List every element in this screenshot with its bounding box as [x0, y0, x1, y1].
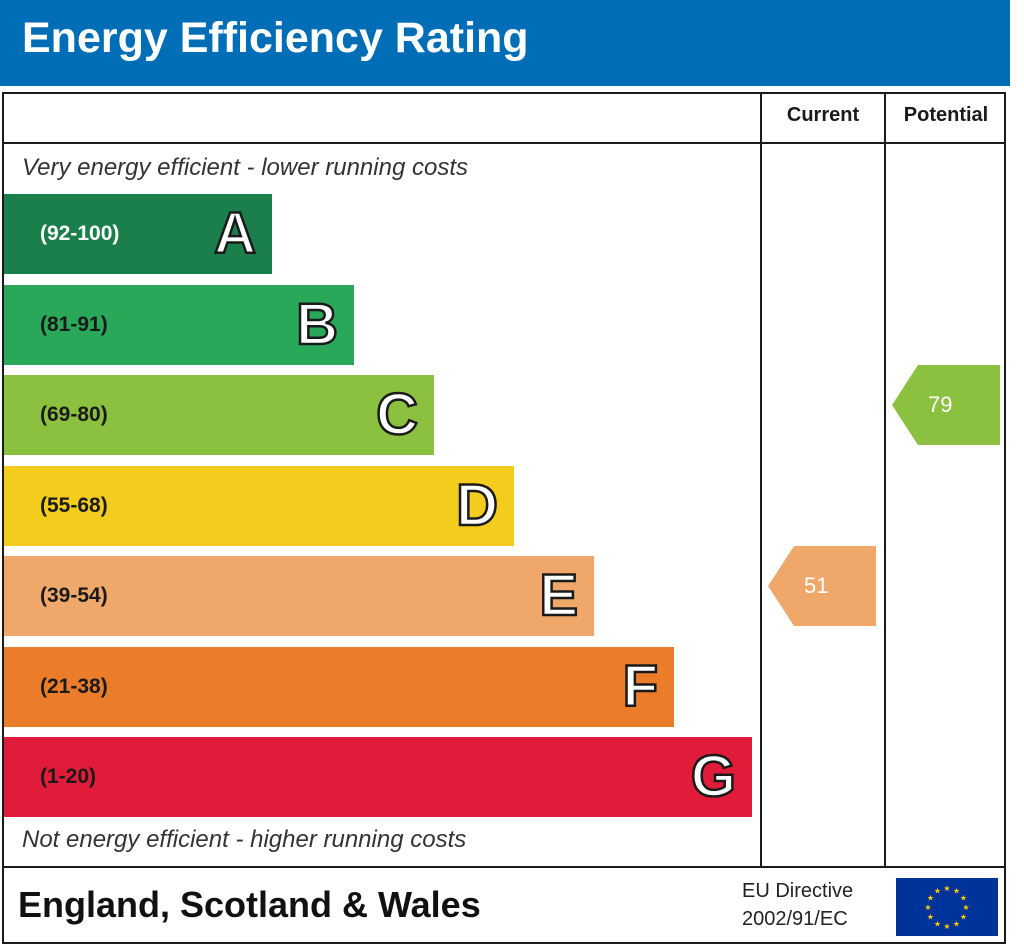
band-e: (39-54) E [4, 556, 594, 636]
eu-star-icon: ★ [960, 894, 967, 903]
header-bar: Energy Efficiency Rating [0, 0, 1010, 86]
eu-flag-icon: ★ ★ ★ ★ ★ ★ ★ ★ ★ ★ ★ ★ [896, 878, 998, 936]
band-b: (81-91) B [4, 284, 354, 365]
current-rating-arrow: 51 [768, 546, 876, 626]
page-title: Energy Efficiency Rating [22, 14, 529, 62]
band-range-label: (55-68) [40, 493, 108, 517]
eu-directive-label: EU Directive [742, 880, 854, 902]
footer-divider [2, 866, 1006, 868]
footer-country: England, Scotland & Wales [18, 884, 481, 925]
eu-star-icon: ★ [953, 887, 960, 896]
band-range-label: (69-80) [40, 403, 108, 426]
potential-rating-arrow: 79 [892, 365, 1000, 445]
band-letter-label: C [375, 381, 419, 449]
note-efficient: Very energy efficient - lower running co… [22, 154, 468, 181]
eu-star-icon: ★ [924, 903, 931, 912]
eu-star-icon: ★ [934, 920, 941, 929]
eu-star-icon: ★ [927, 913, 934, 922]
eu-star-icon: ★ [953, 920, 960, 929]
band-g: (1-20) G [4, 737, 752, 817]
band-letter-label: D [455, 471, 499, 539]
column-header-potential: Potential [903, 104, 989, 126]
eu-directive-number: 2002/91/EC [742, 908, 848, 930]
band-range-label: (21-38) [40, 674, 108, 698]
header-row-divider [2, 142, 1006, 144]
band-range-label: (39-54) [40, 584, 108, 607]
rating-frame [2, 92, 1006, 944]
band-range-label: (1-20) [40, 765, 97, 788]
divider-potential [884, 92, 886, 866]
band-range-label: (81-91) [40, 312, 108, 336]
potential-rating-arrow-shape [892, 365, 1000, 445]
note-inefficient: Not energy efficient - higher running co… [22, 826, 467, 853]
eu-star-icon: ★ [943, 884, 950, 893]
potential-rating-arrow-value: 79 [928, 392, 953, 417]
eu-star-icon: ★ [927, 894, 934, 903]
band-d: (55-68) D [4, 465, 514, 546]
column-header-current: Current [786, 104, 860, 126]
current-rating-arrow-value: 51 [804, 573, 829, 598]
band-letter-label: F [621, 652, 659, 720]
band-letter-label: G [690, 743, 738, 811]
divider-current [760, 92, 762, 866]
eu-star-icon: ★ [943, 922, 950, 931]
eu-star-icon: ★ [962, 903, 969, 912]
band-c: (69-80) C [4, 375, 434, 455]
eu-star-icon: ★ [960, 913, 967, 922]
band-letter-label: E [538, 562, 579, 630]
current-rating-arrow-shape [768, 546, 876, 626]
band-a: (92-100) A [4, 194, 272, 274]
band-f: (21-38) F [4, 646, 674, 727]
band-letter-label: A [213, 200, 257, 268]
band-letter-label: B [295, 290, 339, 358]
band-range-label: (92-100) [40, 222, 120, 245]
eu-star-icon: ★ [934, 887, 941, 896]
